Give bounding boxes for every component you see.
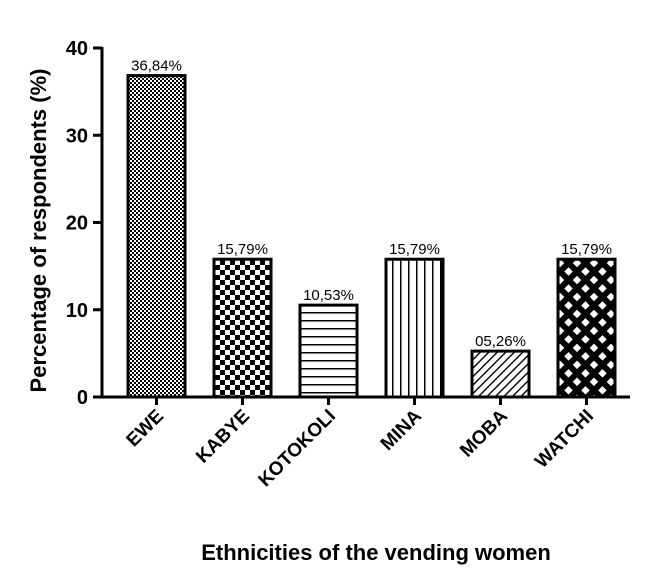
x-tick-label-kotokoli: KOTOKOLI <box>255 406 341 492</box>
y-tick-label: 30 <box>66 125 88 147</box>
plot-area: 36,84% 15,79% 10,53% 15,79% 05,26% 15,79% <box>126 58 617 399</box>
bar-moba <box>470 349 531 399</box>
y-tick-label: 20 <box>66 213 88 235</box>
y-tick-label: 40 <box>66 38 88 60</box>
x-axis-ticks: EWE KABYE KOTOKOLI MINA MOBA WATCHI <box>123 397 598 491</box>
data-label-ewe: 36,84% <box>131 58 182 75</box>
y-axis-title: Percentage of respondents (%) <box>26 69 51 393</box>
data-label-moba: 05,26% <box>475 333 526 350</box>
bar-kabye <box>212 257 273 399</box>
x-axis-title: Ethnicities of the vending women <box>201 540 551 565</box>
bar-watchi <box>556 257 617 399</box>
bar-mina <box>384 257 445 399</box>
y-axis-ticks: 0 10 20 30 40 <box>66 38 102 409</box>
x-tick-label-kabye: KABYE <box>192 406 254 468</box>
x-tick-label-ewe: EWE <box>123 406 168 451</box>
bar-ewe <box>126 74 187 399</box>
x-tick-label-mina: MINA <box>377 405 426 454</box>
data-label-watchi: 15,79% <box>561 241 612 258</box>
x-tick-label-moba: MOBA <box>456 405 512 461</box>
data-label-kotokoli: 10,53% <box>303 287 354 304</box>
y-tick-label: 10 <box>66 300 88 322</box>
y-tick-label: 0 <box>77 387 88 409</box>
bar-kotokoli <box>298 303 359 399</box>
x-tick-label-watchi: WATCHI <box>531 406 598 473</box>
data-label-kabye: 15,79% <box>217 241 268 258</box>
data-label-mina: 15,79% <box>389 241 440 258</box>
